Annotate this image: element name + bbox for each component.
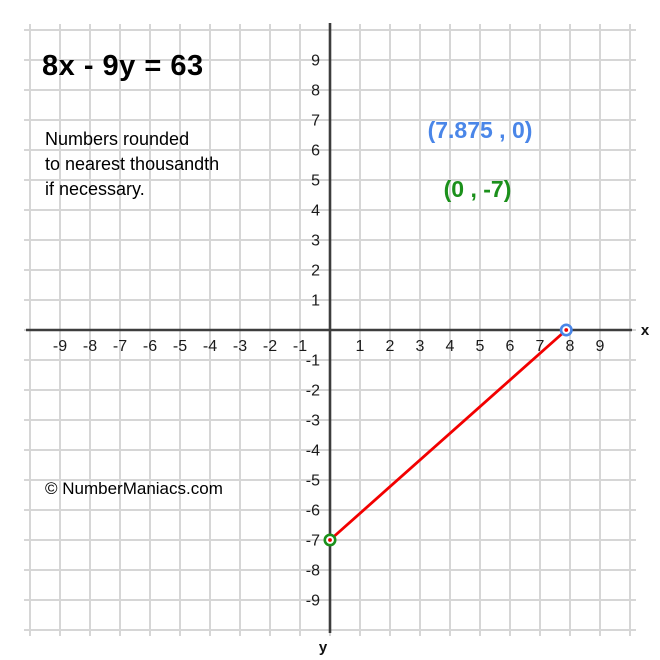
y-tick-label: 8 [311, 83, 320, 100]
y-tick-label: 4 [311, 203, 320, 220]
x-tick-label: 7 [536, 338, 545, 355]
x-tick-label: -5 [173, 338, 187, 355]
x-tick-label: -8 [83, 338, 97, 355]
x-tick-label: -3 [233, 338, 247, 355]
y-axis-label: y [319, 639, 328, 656]
y-tick-label: 2 [311, 263, 320, 280]
watermark-copyright: © NumberManiacs.com [45, 479, 223, 498]
y-tick-label: 9 [311, 53, 320, 70]
x-tick-label: 6 [506, 338, 515, 355]
y-tick-label: -5 [306, 473, 320, 490]
x-tick-label: -1 [293, 338, 307, 355]
x-tick-label: -2 [263, 338, 277, 355]
x-tick-label: -6 [143, 338, 157, 355]
equation-title: 8x - 9y = 63 [42, 50, 204, 82]
y-tick-label: 5 [311, 173, 320, 190]
y-tick-label: 1 [311, 293, 320, 310]
x-tick-label: 2 [386, 338, 395, 355]
rounding-note-line3: if necessary. [45, 179, 145, 199]
y-tick-label: 3 [311, 233, 320, 250]
rounding-note-line2: to nearest thousandth [45, 154, 220, 174]
x-tick-label: 9 [596, 338, 605, 355]
y-tick-label: -8 [306, 563, 320, 580]
rounding-note-line1: Numbers rounded [45, 129, 190, 149]
y-intercept-line-tip [328, 538, 332, 542]
y-tick-label: -4 [306, 443, 320, 460]
x-tick-label: 8 [566, 338, 575, 355]
plotted-line [329, 328, 568, 542]
x-axis-label: x [641, 322, 650, 339]
x-tick-label: -4 [203, 338, 217, 355]
y-tick-label: -3 [306, 413, 320, 430]
rounding-note: Numbers rounded to nearest thousandth if… [45, 127, 219, 202]
y-tick-label: -2 [306, 383, 320, 400]
y-tick-label: 6 [311, 143, 320, 160]
y-intercept-label: (0 , -7) [443, 176, 512, 202]
x-intercept-label: (7.875 , 0) [427, 117, 533, 143]
y-tick-label: -9 [306, 593, 320, 610]
x-tick-label: -7 [113, 338, 127, 355]
x-tick-label: 1 [356, 338, 365, 355]
x-tick-label: -9 [53, 338, 67, 355]
x-tick-label: 3 [416, 338, 425, 355]
y-tick-label: -7 [306, 533, 320, 550]
x-tick-label: 4 [446, 338, 455, 355]
x-intercept-line-tip [564, 328, 569, 332]
x-tick-label: 5 [476, 338, 485, 355]
y-tick-label: -1 [306, 353, 320, 370]
y-tick-label: 7 [311, 113, 320, 130]
y-tick-label: -6 [306, 503, 320, 520]
